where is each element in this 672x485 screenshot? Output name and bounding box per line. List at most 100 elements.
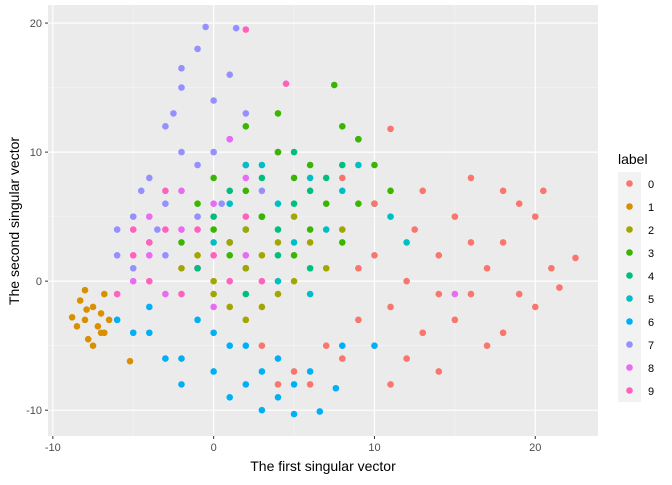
point-label-1 xyxy=(105,316,113,324)
point-label-0 xyxy=(548,264,555,272)
point-label-1 xyxy=(94,323,102,330)
point-label-0 xyxy=(467,174,475,182)
y-tick-label: -10 xyxy=(26,405,42,417)
point-label-3 xyxy=(290,252,298,259)
point-label-6 xyxy=(290,410,298,418)
point-label-3 xyxy=(371,161,378,169)
point-label-3 xyxy=(355,135,362,143)
point-label-0 xyxy=(290,368,298,375)
point-label-6 xyxy=(226,393,234,401)
point-label-7 xyxy=(218,200,225,208)
point-label-6 xyxy=(371,342,378,349)
point-label-4 xyxy=(242,290,250,298)
point-label-0 xyxy=(515,290,523,298)
point-label-4 xyxy=(210,213,217,220)
point-label-0 xyxy=(258,342,266,349)
point-label-1 xyxy=(84,335,92,343)
point-label-6 xyxy=(274,355,282,362)
point-label-2 xyxy=(322,264,330,272)
point-label-4 xyxy=(306,187,314,195)
point-label-2 xyxy=(274,290,282,298)
point-label-0 xyxy=(355,264,362,272)
point-label-2 xyxy=(210,277,217,285)
point-label-6 xyxy=(129,329,137,337)
point-label-2 xyxy=(178,264,185,272)
legend-label: 4 xyxy=(648,271,654,283)
point-label-6 xyxy=(258,406,266,414)
point-label-2 xyxy=(258,252,266,259)
legend-label: 2 xyxy=(648,225,654,237)
point-label-4 xyxy=(306,264,314,272)
y-tick-label: 20 xyxy=(30,18,42,30)
point-label-9 xyxy=(210,252,217,259)
legend-marker-7 xyxy=(626,341,633,348)
point-label-0 xyxy=(499,187,507,195)
legend-label: 6 xyxy=(648,317,654,329)
panel-background xyxy=(48,5,598,436)
point-label-0 xyxy=(338,355,346,362)
point-label-5 xyxy=(322,226,330,233)
point-label-9 xyxy=(282,80,290,88)
point-label-0 xyxy=(540,187,547,195)
point-label-5 xyxy=(387,213,394,220)
point-label-5 xyxy=(403,239,410,246)
legend-marker-6 xyxy=(626,318,633,325)
point-label-9 xyxy=(194,226,201,233)
point-label-0 xyxy=(483,342,491,349)
point-label-8 xyxy=(242,252,250,259)
point-label-6 xyxy=(146,303,153,311)
point-label-7 xyxy=(232,24,240,32)
point-label-6 xyxy=(242,342,250,349)
point-label-3 xyxy=(338,122,346,130)
legend-label: 9 xyxy=(648,386,654,398)
point-label-1 xyxy=(89,342,97,349)
point-label-2 xyxy=(210,290,217,298)
point-label-9 xyxy=(129,226,137,233)
point-label-3 xyxy=(330,81,338,89)
point-label-6 xyxy=(210,329,217,337)
point-label-5 xyxy=(226,200,234,208)
point-label-8 xyxy=(178,226,185,233)
point-label-5 xyxy=(355,161,362,169)
point-label-1 xyxy=(81,316,89,324)
point-label-1 xyxy=(100,290,108,298)
point-label-6 xyxy=(242,381,250,388)
point-label-3 xyxy=(242,122,250,130)
point-label-7 xyxy=(194,161,201,169)
point-label-6 xyxy=(162,355,169,362)
point-label-5 xyxy=(242,161,250,169)
point-label-1 xyxy=(68,313,76,321)
point-label-0 xyxy=(531,213,539,220)
point-label-4 xyxy=(226,187,234,195)
points-layer xyxy=(68,23,579,418)
point-label-1 xyxy=(81,286,89,294)
point-label-1 xyxy=(89,303,97,311)
point-label-7 xyxy=(178,64,185,72)
point-label-9 xyxy=(129,252,137,259)
point-label-3 xyxy=(290,174,298,182)
legend-label: 3 xyxy=(648,248,654,260)
point-label-0 xyxy=(371,200,378,208)
point-label-9 xyxy=(226,277,234,285)
point-label-9 xyxy=(162,226,169,233)
point-label-7 xyxy=(146,174,153,182)
point-label-0 xyxy=(451,316,459,324)
point-label-8 xyxy=(210,200,217,208)
legend-marker-9 xyxy=(626,387,633,394)
point-label-7 xyxy=(137,187,145,195)
point-label-4 xyxy=(194,264,201,272)
point-label-6 xyxy=(146,329,153,337)
point-label-7 xyxy=(170,110,177,117)
point-label-8 xyxy=(210,303,217,311)
point-label-0 xyxy=(355,316,362,324)
legend-marker-4 xyxy=(626,272,633,279)
legend-marker-1 xyxy=(626,203,633,210)
point-label-6 xyxy=(178,381,185,388)
point-label-7 xyxy=(113,226,121,233)
point-label-8 xyxy=(451,290,459,298)
point-label-7 xyxy=(162,200,169,208)
point-label-2 xyxy=(194,252,201,259)
point-label-5 xyxy=(274,277,282,285)
point-label-1 xyxy=(97,310,105,317)
